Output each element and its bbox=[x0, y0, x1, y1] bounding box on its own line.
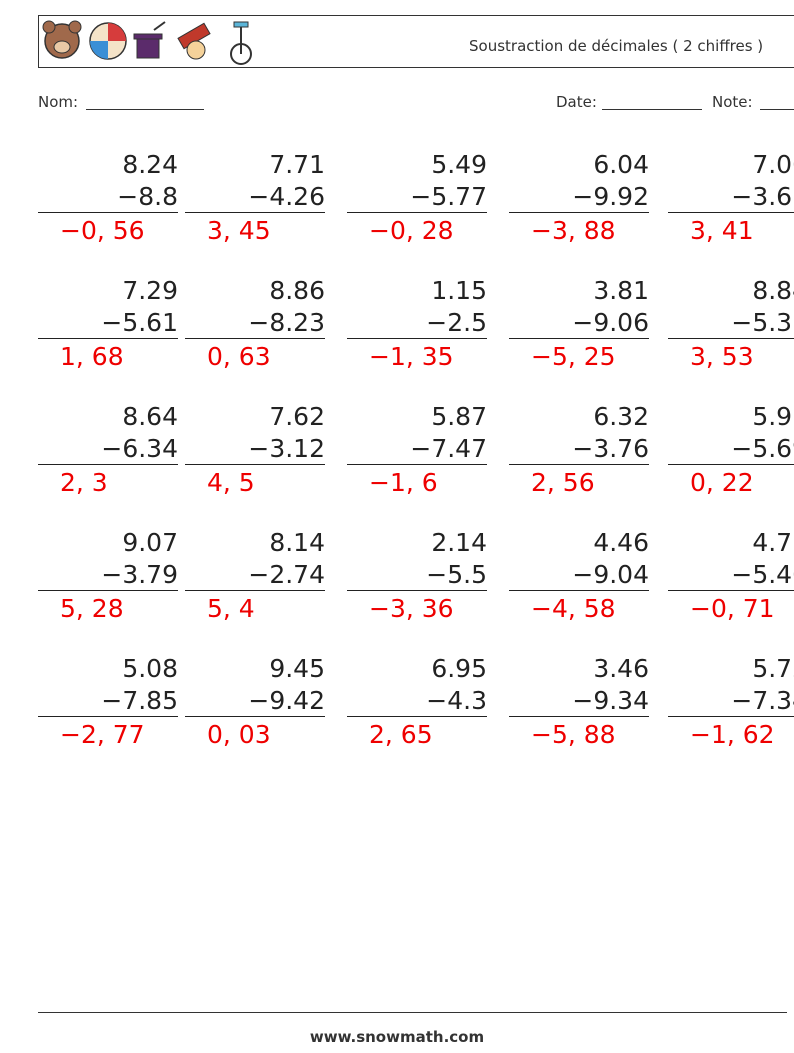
subtrahend: −9.04 bbox=[509, 560, 649, 591]
answer: 2, 65 bbox=[369, 720, 433, 749]
subtrahend: −9.42 bbox=[185, 686, 325, 717]
minuend: 5.08 bbox=[122, 654, 178, 683]
minuend: 7.62 bbox=[269, 402, 325, 431]
subtrahend: −5.46 bbox=[668, 560, 794, 591]
subtrahend: −9.34 bbox=[509, 686, 649, 717]
subtrahend: −8.8 bbox=[38, 182, 178, 213]
minuend: 8.84 bbox=[752, 276, 794, 305]
subtrahend: −8.23 bbox=[185, 308, 325, 339]
minuend: 6.04 bbox=[593, 150, 649, 179]
minuend: 8.24 bbox=[122, 150, 178, 179]
answer: 2, 56 bbox=[531, 468, 595, 497]
subtrahend: −9.92 bbox=[509, 182, 649, 213]
subtrahend: −7.85 bbox=[38, 686, 178, 717]
minuend: 5.91 bbox=[752, 402, 794, 431]
minuend: 3.46 bbox=[593, 654, 649, 683]
subtrahend: −5.61 bbox=[38, 308, 178, 339]
minuend: 8.14 bbox=[269, 528, 325, 557]
answer: −3, 88 bbox=[531, 216, 616, 245]
minuend: 3.81 bbox=[593, 276, 649, 305]
subtrahend: −3.79 bbox=[38, 560, 178, 591]
answer: 3, 41 bbox=[690, 216, 754, 245]
subtrahend: −3.12 bbox=[185, 434, 325, 465]
minuend: 4.75 bbox=[752, 528, 794, 557]
minuend: 9.45 bbox=[269, 654, 325, 683]
minuend: 8.86 bbox=[269, 276, 325, 305]
minuend: 4.46 bbox=[593, 528, 649, 557]
subtrahend: −9.06 bbox=[509, 308, 649, 339]
date-label: Date: bbox=[556, 93, 597, 111]
minuend: 6.95 bbox=[431, 654, 487, 683]
subtrahend: −4.26 bbox=[185, 182, 325, 213]
answer: −5, 88 bbox=[531, 720, 616, 749]
answer: 1, 68 bbox=[60, 342, 124, 371]
minuend: 5.87 bbox=[431, 402, 487, 431]
answer: 0, 03 bbox=[207, 720, 271, 749]
minuend: 5.49 bbox=[431, 150, 487, 179]
answer: −0, 28 bbox=[369, 216, 454, 245]
subtrahend: −7.47 bbox=[347, 434, 487, 465]
subtrahend: −5.31 bbox=[668, 308, 794, 339]
answer: −5, 25 bbox=[531, 342, 616, 371]
minuend: 2.14 bbox=[431, 528, 487, 557]
answer: 2, 3 bbox=[60, 468, 108, 497]
note-label: Note: bbox=[712, 93, 753, 111]
footer-site: www.snowmath.com bbox=[309, 1028, 485, 1046]
answer: −1, 62 bbox=[690, 720, 775, 749]
answer: 4, 5 bbox=[207, 468, 255, 497]
subtrahend: −3.76 bbox=[509, 434, 649, 465]
subtrahend: −5.77 bbox=[347, 182, 487, 213]
minuend: 5.72 bbox=[752, 654, 794, 683]
answer: −4, 58 bbox=[531, 594, 616, 623]
answer: 5, 4 bbox=[207, 594, 255, 623]
subtrahend: −6.34 bbox=[38, 434, 178, 465]
answer: 3, 45 bbox=[207, 216, 271, 245]
answer: −0, 71 bbox=[690, 594, 775, 623]
answer: 3, 53 bbox=[690, 342, 754, 371]
icons bbox=[42, 20, 252, 65]
date-line bbox=[602, 109, 702, 110]
answer: −3, 36 bbox=[369, 594, 454, 623]
footer-line bbox=[38, 1012, 787, 1013]
subtrahend: −4.3 bbox=[347, 686, 487, 717]
subtrahend: −2.74 bbox=[185, 560, 325, 591]
header-box: Soustraction de décimales ( 2 chiffres ) bbox=[38, 15, 794, 68]
subtrahend: −5.69 bbox=[668, 434, 794, 465]
subtrahend: −7.34 bbox=[668, 686, 794, 717]
note-line bbox=[760, 109, 794, 110]
name-label: Nom: bbox=[38, 93, 79, 111]
minuend: 1.15 bbox=[431, 276, 487, 305]
minuend: 6.32 bbox=[593, 402, 649, 431]
title: Soustraction de décimales ( 2 chiffres ) bbox=[469, 37, 764, 55]
subtrahend: −5.5 bbox=[347, 560, 487, 591]
subtrahend: −2.5 bbox=[347, 308, 487, 339]
answer: −1, 6 bbox=[369, 468, 438, 497]
subtrahend: −3.65 bbox=[668, 182, 794, 213]
minuend: 7.29 bbox=[122, 276, 178, 305]
answer: 0, 22 bbox=[690, 468, 754, 497]
answer: 0, 63 bbox=[207, 342, 271, 371]
answer: −0, 56 bbox=[60, 216, 145, 245]
name-line bbox=[86, 109, 204, 110]
answer: −2, 77 bbox=[60, 720, 145, 749]
minuend: 9.07 bbox=[122, 528, 178, 557]
answer: −1, 35 bbox=[369, 342, 454, 371]
minuend: 7.71 bbox=[269, 150, 325, 179]
minuend: 7.06 bbox=[752, 150, 794, 179]
answer: 5, 28 bbox=[60, 594, 124, 623]
minuend: 8.64 bbox=[122, 402, 178, 431]
